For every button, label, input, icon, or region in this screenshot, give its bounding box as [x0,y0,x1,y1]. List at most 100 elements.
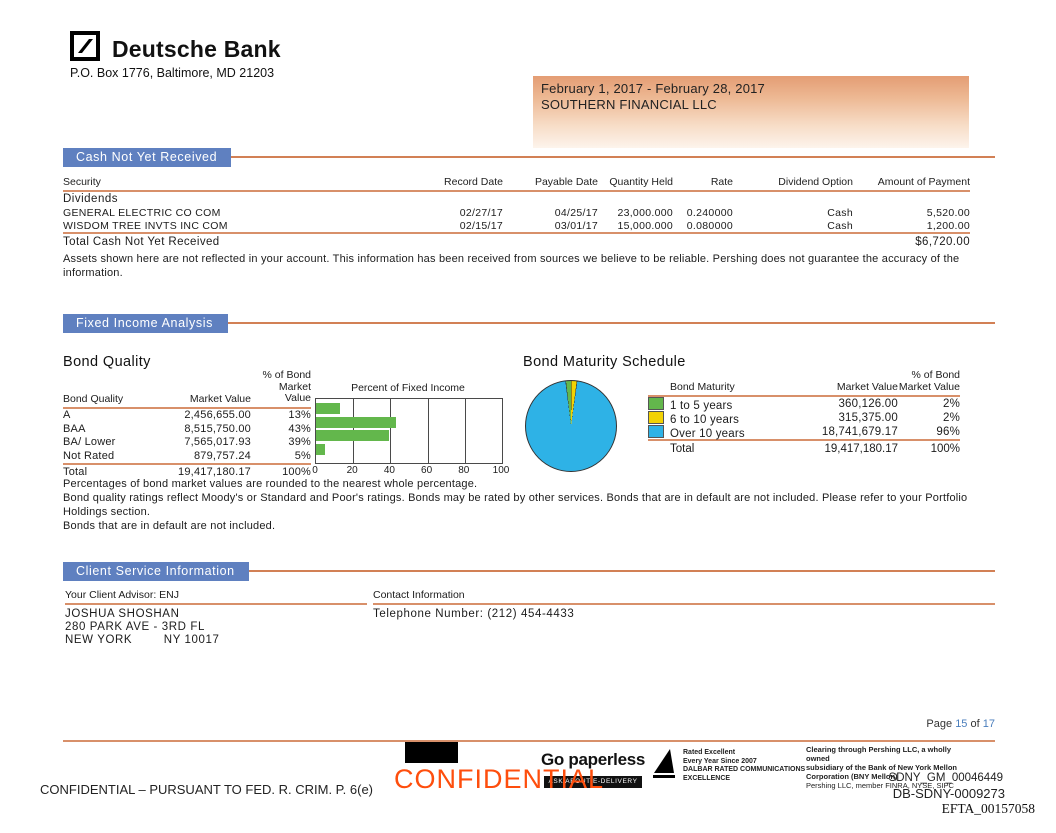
bond-quality-heading: Bond Quality [63,354,151,370]
group-label: Dividends [63,193,118,205]
go-paperless-title: Go paperless [540,750,646,769]
pershing-member-line: Pershing LLC, member FINRA, NYSE, SIPC [806,781,954,790]
fixed-income-notes: Percentages of bond market values are ro… [63,477,995,533]
total-row: Total 19,417,180.17 100% [648,441,960,456]
column-header: Security [63,176,101,188]
fixed-income-section: Fixed Income Analysis Bond Quality Bond … [63,313,995,492]
market-value: 2,456,655.00 [184,409,251,422]
bates-number-efta: EFTA_00157058 [941,801,1035,816]
column-header: % of Bond Market Value [262,369,311,404]
bar-baa [316,416,396,428]
fixed-income-body: Bond Quality Bond Quality Market Value %… [63,332,995,492]
statement-period: February 1, 2017 - February 28, 2017 [541,81,765,96]
dividend-option: Cash [827,219,853,232]
bates-number-db-sdny: DB-SDNY-0009273 [892,786,1005,801]
bar-ba-lower [316,430,389,441]
divider [63,232,970,234]
pct-of-bond: 2% [942,398,960,410]
pct-of-bond: 2% [942,412,960,424]
bond-maturity-table: Bond Maturity Market Value % of Bond Mar… [648,369,960,456]
pct-of-bond: 5% [294,449,311,462]
table-row: 1 to 5 years 360,126.00 2% [648,396,960,412]
page-current: 15 [955,718,968,730]
table-row: GENERAL ELECTRIC CO COM 02/27/17 04/25/1… [63,206,970,219]
total-market-value: 19,417,180.17 [824,442,898,455]
amount-of-payment: 1,200.00 [926,219,970,232]
bank-address: P.O. Box 1776, Baltimore, MD 21203 [70,66,275,80]
pct-of-bond: 13% [288,409,311,422]
rate: 0.080000 [686,219,733,232]
column-header: Market Value [836,381,898,393]
bond-maturity-pie-chart [525,380,617,472]
section-rule [231,156,995,158]
table-row: WISDOM TREE INVTS INC COM 02/15/17 03/01… [63,219,970,232]
market-value: 8,515,750.00 [184,422,251,435]
contact-block: Contact Information Telephone Number: (2… [373,589,995,621]
divider [648,439,960,441]
advisor-label: Your Client Advisor: ENJ [65,589,367,605]
confidential-stamp: CONFIDENTIAL [394,764,605,794]
statement-period-box: February 1, 2017 - February 28, 2017 SOU… [533,76,969,148]
cash-disclaimer: Assets shown here are not reflected in y… [63,253,960,279]
advisor-code: ENJ [159,589,180,601]
page-indicator: Page 15 of 17 [926,718,995,730]
legal-confidential-stamp: CONFIDENTIAL – PURSUANT TO FED. R. CRIM.… [40,782,374,797]
bates-number-sdny: SDNY_GM_00046449 [888,772,1003,784]
advisor-address: 280 PARK AVE - 3RD FL [65,621,206,633]
total-label: Total [670,442,695,455]
column-header: Quantity Held [609,176,673,188]
section-rule [228,322,995,324]
section-header: Cash Not Yet Received [63,147,995,167]
axis-tick: 40 [383,465,395,476]
clearing-disclosure: Clearing through Pershing LLC, a wholly … [806,745,976,790]
go-paperless-badge: ASK ABOUT E-DELIVERY [544,776,642,788]
security-name: WISDOM TREE INVTS INC COM [63,219,228,232]
legend-swatch-blue [648,424,664,438]
column-header: Bond Quality [63,392,124,405]
gridline [427,399,429,463]
market-value: 879,757.24 [193,449,251,462]
market-value: 315,375.00 [838,412,898,424]
payable-date: 03/01/17 [554,219,598,232]
axis-tick: 20 [346,465,358,476]
legend-swatch-yellow [648,410,664,424]
column-header: Market Value [189,392,251,405]
gridline [390,399,392,463]
table-row: BAA 8,515,750.00 43% [63,422,311,436]
column-header: Payable Date [534,176,598,188]
bar-chart-title: Percent of Fixed Income [351,382,465,394]
total-pct: 100% [930,442,960,455]
bank-name: Deutsche Bank [112,36,281,62]
table-row: A 2,456,655.00 13% [63,409,311,423]
cash-table: Security Record Date Payable Date Quanti… [63,176,995,249]
axis-tick: 60 [421,465,433,476]
record-date: 02/15/17 [459,219,503,232]
bond-maturity-table-header: Bond Maturity Market Value % of Bond Mar… [648,369,960,397]
footer-rule [63,740,995,742]
bond-quality-table-header: Bond Quality Market Value % of Bond Mark… [63,369,311,409]
axis-tick: 0 [312,465,318,476]
client-service-section: Client Service Information Your Client A… [63,561,995,646]
amount-of-payment: 5,520.00 [926,206,970,219]
cash-table-header: Security Record Date Payable Date Quanti… [63,176,970,192]
advisor-name: JOSHUA SHOSHAN [65,608,180,620]
axis-tick: 80 [458,465,470,476]
cash-not-yet-received-section: Cash Not Yet Received Security Record Da… [63,147,995,280]
market-value: 18,741,679.17 [821,426,898,438]
bar-chart-x-axis: 0 20 40 60 80 100 [312,465,509,477]
market-value: 360,126.00 [838,398,898,410]
maturity-label: 1 to 5 years [670,399,733,412]
section-header: Fixed Income Analysis [63,313,995,333]
bond-quality-table: Bond Quality Market Value % of Bond Mark… [63,369,311,480]
bar-a [316,403,341,414]
rate: 0.240000 [686,206,733,219]
axis-tick: 100 [492,465,510,476]
total-market-value: 19,417,180.17 [178,466,251,478]
note-line: Bonds that are in default are not includ… [63,520,276,532]
market-value: 7,565,017.93 [184,436,251,449]
pct-of-bond: 96% [936,426,960,438]
table-row: Not Rated 879,757.24 5% [63,449,311,463]
quantity-held: 15,000.000 [617,219,673,232]
total-label: Total [63,466,88,478]
